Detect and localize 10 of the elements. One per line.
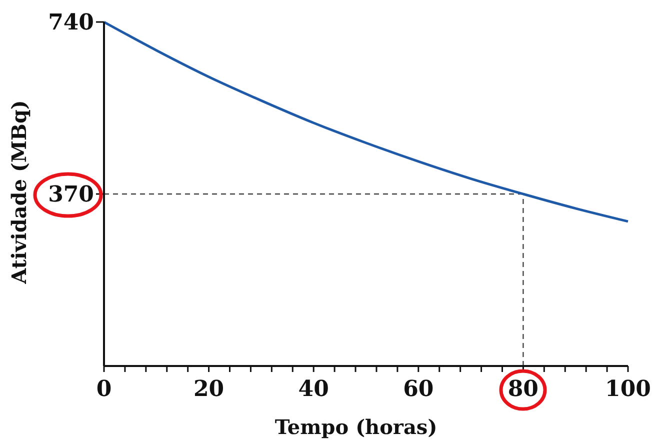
x-tick-label: 100 <box>605 376 651 402</box>
x-tick-label: 0 <box>96 376 112 402</box>
x-tick-label: 80 <box>508 376 539 402</box>
y-tick-label: 740 <box>48 10 94 36</box>
x-tick-label: 60 <box>403 376 434 402</box>
y-tick-label: 370 <box>48 182 94 208</box>
y-axis-title: Atividade (MBq) <box>7 100 31 285</box>
x-axis-title: Tempo (horas) <box>274 415 438 439</box>
x-tick-label: 20 <box>193 376 224 402</box>
x-tick-label: 40 <box>298 376 329 402</box>
